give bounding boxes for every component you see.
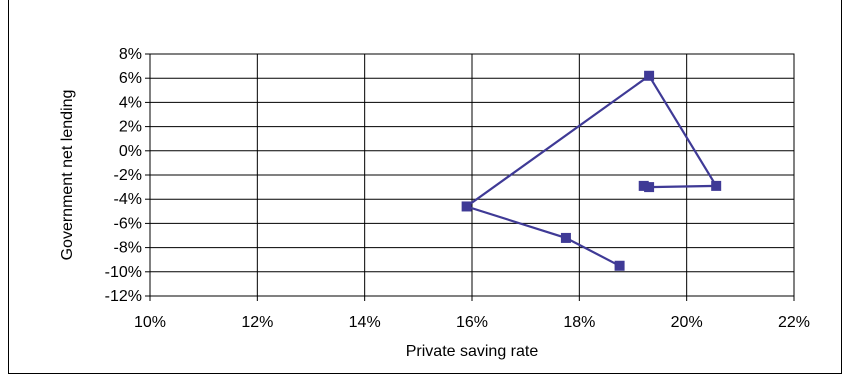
x-tick-label: 18%: [563, 314, 595, 331]
y-tick-label: 0%: [119, 143, 142, 160]
x-tick-label: 16%: [456, 314, 488, 331]
data-point-marker: [461, 201, 472, 212]
y-tick-label: 6%: [119, 70, 142, 87]
y-tick-label: -12%: [105, 288, 142, 305]
x-tick-label: 20%: [671, 314, 703, 331]
y-axis-label: Government net lending: [59, 90, 76, 261]
y-tick-label: -8%: [114, 240, 142, 257]
y-tick-label: 2%: [119, 119, 142, 136]
data-point-marker: [638, 180, 649, 191]
x-tick-label: 22%: [778, 314, 810, 331]
series: [461, 70, 722, 271]
data-point-marker: [560, 232, 571, 243]
x-tick-label: 10%: [134, 314, 166, 331]
data-point-marker: [644, 182, 655, 193]
data-point-marker: [644, 70, 655, 81]
y-tick-label: 4%: [119, 94, 142, 111]
x-tick-label: 14%: [349, 314, 381, 331]
y-tick-label: -10%: [105, 264, 142, 281]
x-tick-label: 12%: [241, 314, 273, 331]
data-point-marker: [711, 180, 722, 191]
grid-lines: [145, 53, 795, 301]
y-tick-label: 8%: [119, 46, 142, 63]
tick-labels: 8% 6% 4% 2% 0% -2% -4% -6% -8% -10% -12% 10% 12% 14% 1…: [105, 46, 810, 331]
x-axis-label: Private saving rate: [406, 343, 539, 360]
y-tick-label: -2%: [114, 167, 142, 184]
y-tick-label: -6%: [114, 215, 142, 232]
y-tick-label: -4%: [114, 191, 142, 208]
data-point-marker: [614, 260, 625, 271]
